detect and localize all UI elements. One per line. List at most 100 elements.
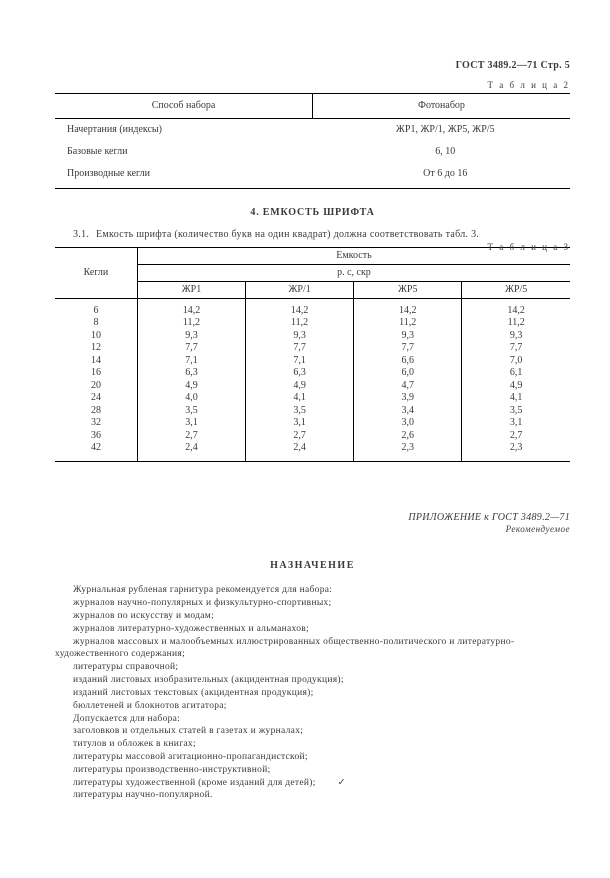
t3-col-rskp: р. с, скр	[137, 264, 570, 281]
table-row: 283,53,53,43,5	[55, 405, 570, 418]
t2-row-label: Базовые кегли	[55, 141, 313, 163]
naznach-line: заголовков и отдельных статей в газетах …	[55, 725, 570, 738]
t3-cell: 6,0	[354, 367, 462, 380]
table-row: 362,72,72,62,7	[55, 430, 570, 443]
table2-header-method: Способ набора	[55, 93, 313, 118]
table-row: 147,17,16,67,0	[55, 355, 570, 368]
doc-ref: ГОСТ 3489.2—71 Стр. 5	[55, 60, 570, 72]
t3-cell: 9,3	[354, 330, 462, 343]
t3-cell: 2,7	[462, 430, 570, 443]
t3-cell: 3,4	[354, 405, 462, 418]
t3-cell: 7,7	[137, 342, 245, 355]
t3-cell: 4,9	[246, 380, 354, 393]
t3-cell: 28	[55, 405, 137, 418]
t3-cell: 16	[55, 367, 137, 380]
table2: Способ набора Фотонабор Начертания (инде…	[55, 93, 570, 189]
t3-col-kegli: Кегли	[55, 247, 137, 298]
table-row: 127,77,77,77,7	[55, 342, 570, 355]
t2-row-value: ЖР1, ЖР/1, ЖР5, ЖР/5	[313, 118, 571, 141]
t3-cell: 8	[55, 317, 137, 330]
naznach-line: титулов и обложек в книгах;	[55, 738, 570, 751]
naznach-line: журналов по искусству и модам;	[55, 610, 570, 623]
table-row: 166,36,36,06,1	[55, 367, 570, 380]
naznach-line: журналов литературно-художественных и ал…	[55, 623, 570, 636]
t3-cell: 11,2	[137, 317, 245, 330]
naznach-line: бюллетеней и блокнотов агитатора;	[55, 700, 570, 713]
table-row: Начертания (индексы) ЖР1, ЖР/1, ЖР5, ЖР/…	[55, 118, 570, 141]
t3-cell: 3,1	[137, 417, 245, 430]
t3-cell: 6,3	[246, 367, 354, 380]
naznach-line: Журнальная рубленая гарнитура рекомендуе…	[55, 584, 570, 597]
t3-cell: 3,5	[462, 405, 570, 418]
para-31: 3.1. Емкость шрифта (количество букв на …	[55, 229, 570, 241]
t3-subcol-1: ЖР/1	[246, 281, 354, 298]
naznach-line: изданий листовых изобразительных (акциде…	[55, 674, 570, 687]
t3-cell: 14,2	[246, 298, 354, 317]
check-icon: ✓	[320, 777, 346, 790]
naznach-line: литературы научно-популярной.	[55, 789, 570, 802]
naznach-line: литературы справочной;	[55, 661, 570, 674]
t3-cell: 11,2	[462, 317, 570, 330]
appendix-line2: Рекомендуемое	[55, 524, 570, 535]
naznach-line: Допускается для набора:	[55, 713, 570, 726]
t3-cell: 14,2	[354, 298, 462, 317]
t3-cell: 9,3	[137, 330, 245, 343]
t3-cell: 3,0	[354, 417, 462, 430]
t3-cell: 14,2	[137, 298, 245, 317]
table2-label: Т а б л и ц а 2	[55, 80, 570, 91]
t3-cell: 24	[55, 392, 137, 405]
t3-cell: 4,1	[462, 392, 570, 405]
t3-cell: 4,7	[354, 380, 462, 393]
t2-row-label: Производные кегли	[55, 163, 313, 189]
appendix-line1: ПРИЛОЖЕНИЕ к ГОСТ 3489.2—71	[55, 512, 570, 524]
t3-cell: 2,4	[246, 442, 354, 461]
t2-row-value: От 6 до 16	[313, 163, 571, 189]
naznach-body: Журнальная рубленая гарнитура рекомендуе…	[55, 584, 570, 802]
table-row: 614,214,214,214,2	[55, 298, 570, 317]
table-row: 811,211,211,211,2	[55, 317, 570, 330]
table-row: Производные кегли От 6 до 16	[55, 163, 570, 189]
naznach-line: журналов научно-популярных и физкультурн…	[55, 597, 570, 610]
t3-cell: 32	[55, 417, 137, 430]
t2-row-label: Начертания (индексы)	[55, 118, 313, 141]
t3-cell: 11,2	[246, 317, 354, 330]
table-row: 422,42,42,32,3	[55, 442, 570, 461]
t3-subcol-3: ЖР/5	[462, 281, 570, 298]
t3-cell: 3,1	[462, 417, 570, 430]
t3-cell: 2,3	[462, 442, 570, 461]
t3-cell: 7,1	[137, 355, 245, 368]
t3-cell: 14,2	[462, 298, 570, 317]
table-row: Базовые кегли 6, 10	[55, 141, 570, 163]
t3-cell: 3,5	[137, 405, 245, 418]
table-row: 204,94,94,74,9	[55, 380, 570, 393]
t2-row-value: 6, 10	[313, 141, 571, 163]
t3-cell: 2,7	[246, 430, 354, 443]
t3-cell: 2,6	[354, 430, 462, 443]
t3-cell: 4,9	[462, 380, 570, 393]
naznach-line: литературы художественной (кроме изданий…	[55, 777, 570, 790]
section4-title: 4. ЕМКОСТЬ ШРИФТА	[55, 207, 570, 219]
t3-cell: 7,7	[246, 342, 354, 355]
t3-cell: 7,0	[462, 355, 570, 368]
t3-cell: 9,3	[462, 330, 570, 343]
t3-cell: 11,2	[354, 317, 462, 330]
table2-header-photo: Фотонабор	[313, 93, 571, 118]
t3-cell: 6,3	[137, 367, 245, 380]
naznach-line: изданий листовых текстовых (акцидентная …	[55, 687, 570, 700]
t3-subcol-2: ЖР5	[354, 281, 462, 298]
t3-subcol-0: ЖР1	[137, 281, 245, 298]
t3-cell: 6,1	[462, 367, 570, 380]
t3-cell: 7,7	[462, 342, 570, 355]
t3-cell: 9,3	[246, 330, 354, 343]
t3-cell: 2,7	[137, 430, 245, 443]
naznach-line: литературы массовой агитационно-пропаган…	[55, 751, 570, 764]
t3-cell: 4,0	[137, 392, 245, 405]
t3-cell: 6	[55, 298, 137, 317]
para-31-text: Емкость шрифта (количество букв на один …	[96, 229, 479, 240]
naznach-line: литературы производственно-инструктивной…	[55, 764, 570, 777]
t3-cell: 7,7	[354, 342, 462, 355]
t3-cell: 3,1	[246, 417, 354, 430]
table-row: 323,13,13,03,1	[55, 417, 570, 430]
t3-cell: 7,1	[246, 355, 354, 368]
table-row: 244,04,13,94,1	[55, 392, 570, 405]
